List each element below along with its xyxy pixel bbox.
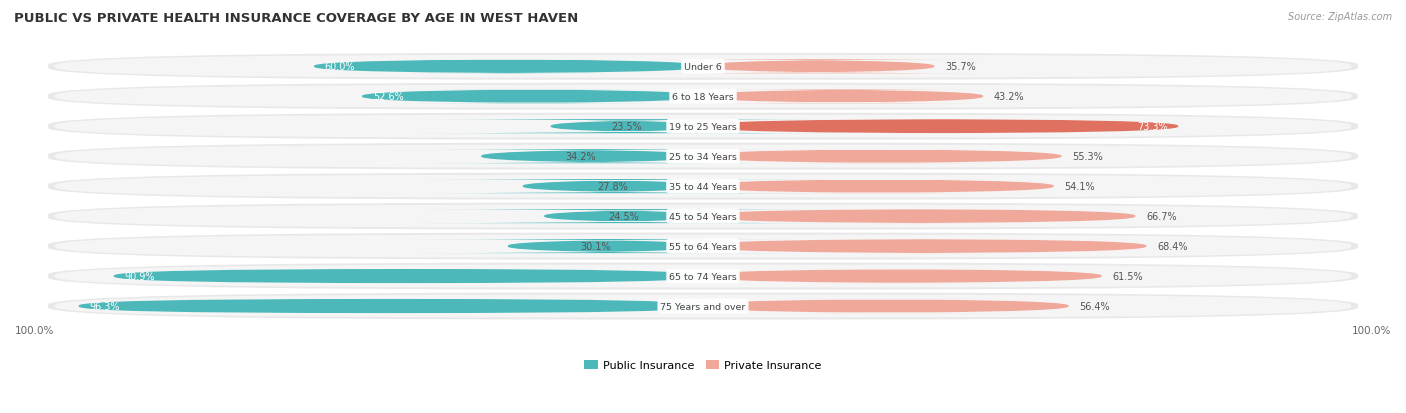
Text: 96.3%: 96.3% [90, 301, 120, 311]
Text: 52.6%: 52.6% [373, 92, 404, 102]
FancyBboxPatch shape [689, 90, 997, 104]
FancyBboxPatch shape [55, 265, 1351, 288]
Text: 34.2%: 34.2% [565, 152, 596, 162]
FancyBboxPatch shape [409, 150, 775, 164]
Text: 66.7%: 66.7% [1146, 211, 1177, 221]
Text: 35 to 44 Years: 35 to 44 Years [669, 182, 737, 191]
FancyBboxPatch shape [703, 209, 1136, 223]
FancyBboxPatch shape [703, 269, 1102, 283]
FancyBboxPatch shape [409, 209, 838, 223]
FancyBboxPatch shape [409, 120, 845, 134]
Text: 6 to 18 Years: 6 to 18 Years [672, 93, 734, 102]
FancyBboxPatch shape [48, 233, 1358, 260]
Text: 68.4%: 68.4% [1157, 242, 1188, 252]
FancyBboxPatch shape [703, 240, 1146, 254]
FancyBboxPatch shape [48, 173, 1358, 200]
FancyBboxPatch shape [114, 269, 703, 283]
FancyBboxPatch shape [48, 54, 1358, 81]
Text: 61.5%: 61.5% [1112, 271, 1143, 281]
FancyBboxPatch shape [55, 175, 1351, 198]
FancyBboxPatch shape [640, 60, 997, 74]
FancyBboxPatch shape [48, 83, 1358, 110]
FancyBboxPatch shape [48, 203, 1358, 230]
FancyBboxPatch shape [55, 116, 1351, 138]
Text: 56.4%: 56.4% [1080, 301, 1109, 311]
Text: 60.0%: 60.0% [325, 62, 356, 72]
FancyBboxPatch shape [55, 295, 1351, 318]
FancyBboxPatch shape [48, 143, 1358, 170]
Text: 24.5%: 24.5% [609, 211, 638, 221]
Text: 30.1%: 30.1% [581, 242, 612, 252]
Text: 73.3%: 73.3% [1137, 122, 1167, 132]
FancyBboxPatch shape [409, 180, 817, 194]
FancyBboxPatch shape [314, 60, 703, 74]
FancyBboxPatch shape [703, 120, 1178, 134]
Text: 19 to 25 Years: 19 to 25 Years [669, 122, 737, 131]
FancyBboxPatch shape [361, 90, 703, 104]
FancyBboxPatch shape [703, 150, 1062, 164]
Legend: Public Insurance, Private Insurance: Public Insurance, Private Insurance [579, 356, 827, 375]
Text: 54.1%: 54.1% [1064, 182, 1095, 192]
FancyBboxPatch shape [55, 56, 1351, 78]
Text: 75 Years and over: 75 Years and over [661, 302, 745, 311]
Text: 43.2%: 43.2% [994, 92, 1025, 102]
FancyBboxPatch shape [55, 85, 1351, 108]
FancyBboxPatch shape [55, 205, 1351, 228]
Text: 65 to 74 Years: 65 to 74 Years [669, 272, 737, 281]
Text: PUBLIC VS PRIVATE HEALTH INSURANCE COVERAGE BY AGE IN WEST HAVEN: PUBLIC VS PRIVATE HEALTH INSURANCE COVER… [14, 12, 578, 25]
FancyBboxPatch shape [703, 180, 1053, 194]
Text: 45 to 54 Years: 45 to 54 Years [669, 212, 737, 221]
FancyBboxPatch shape [48, 114, 1358, 140]
FancyBboxPatch shape [48, 263, 1358, 290]
Text: 23.5%: 23.5% [612, 122, 643, 132]
FancyBboxPatch shape [55, 145, 1351, 168]
Text: Under 6: Under 6 [685, 63, 721, 71]
Text: 35.7%: 35.7% [945, 62, 976, 72]
Text: 55 to 64 Years: 55 to 64 Years [669, 242, 737, 251]
FancyBboxPatch shape [409, 240, 801, 254]
FancyBboxPatch shape [55, 235, 1351, 258]
Text: 27.8%: 27.8% [598, 182, 628, 192]
Text: 55.3%: 55.3% [1073, 152, 1102, 162]
Text: 25 to 34 Years: 25 to 34 Years [669, 152, 737, 161]
FancyBboxPatch shape [703, 299, 1069, 313]
Text: Source: ZipAtlas.com: Source: ZipAtlas.com [1288, 12, 1392, 22]
FancyBboxPatch shape [79, 299, 703, 313]
Text: 90.9%: 90.9% [124, 271, 155, 281]
FancyBboxPatch shape [48, 293, 1358, 320]
